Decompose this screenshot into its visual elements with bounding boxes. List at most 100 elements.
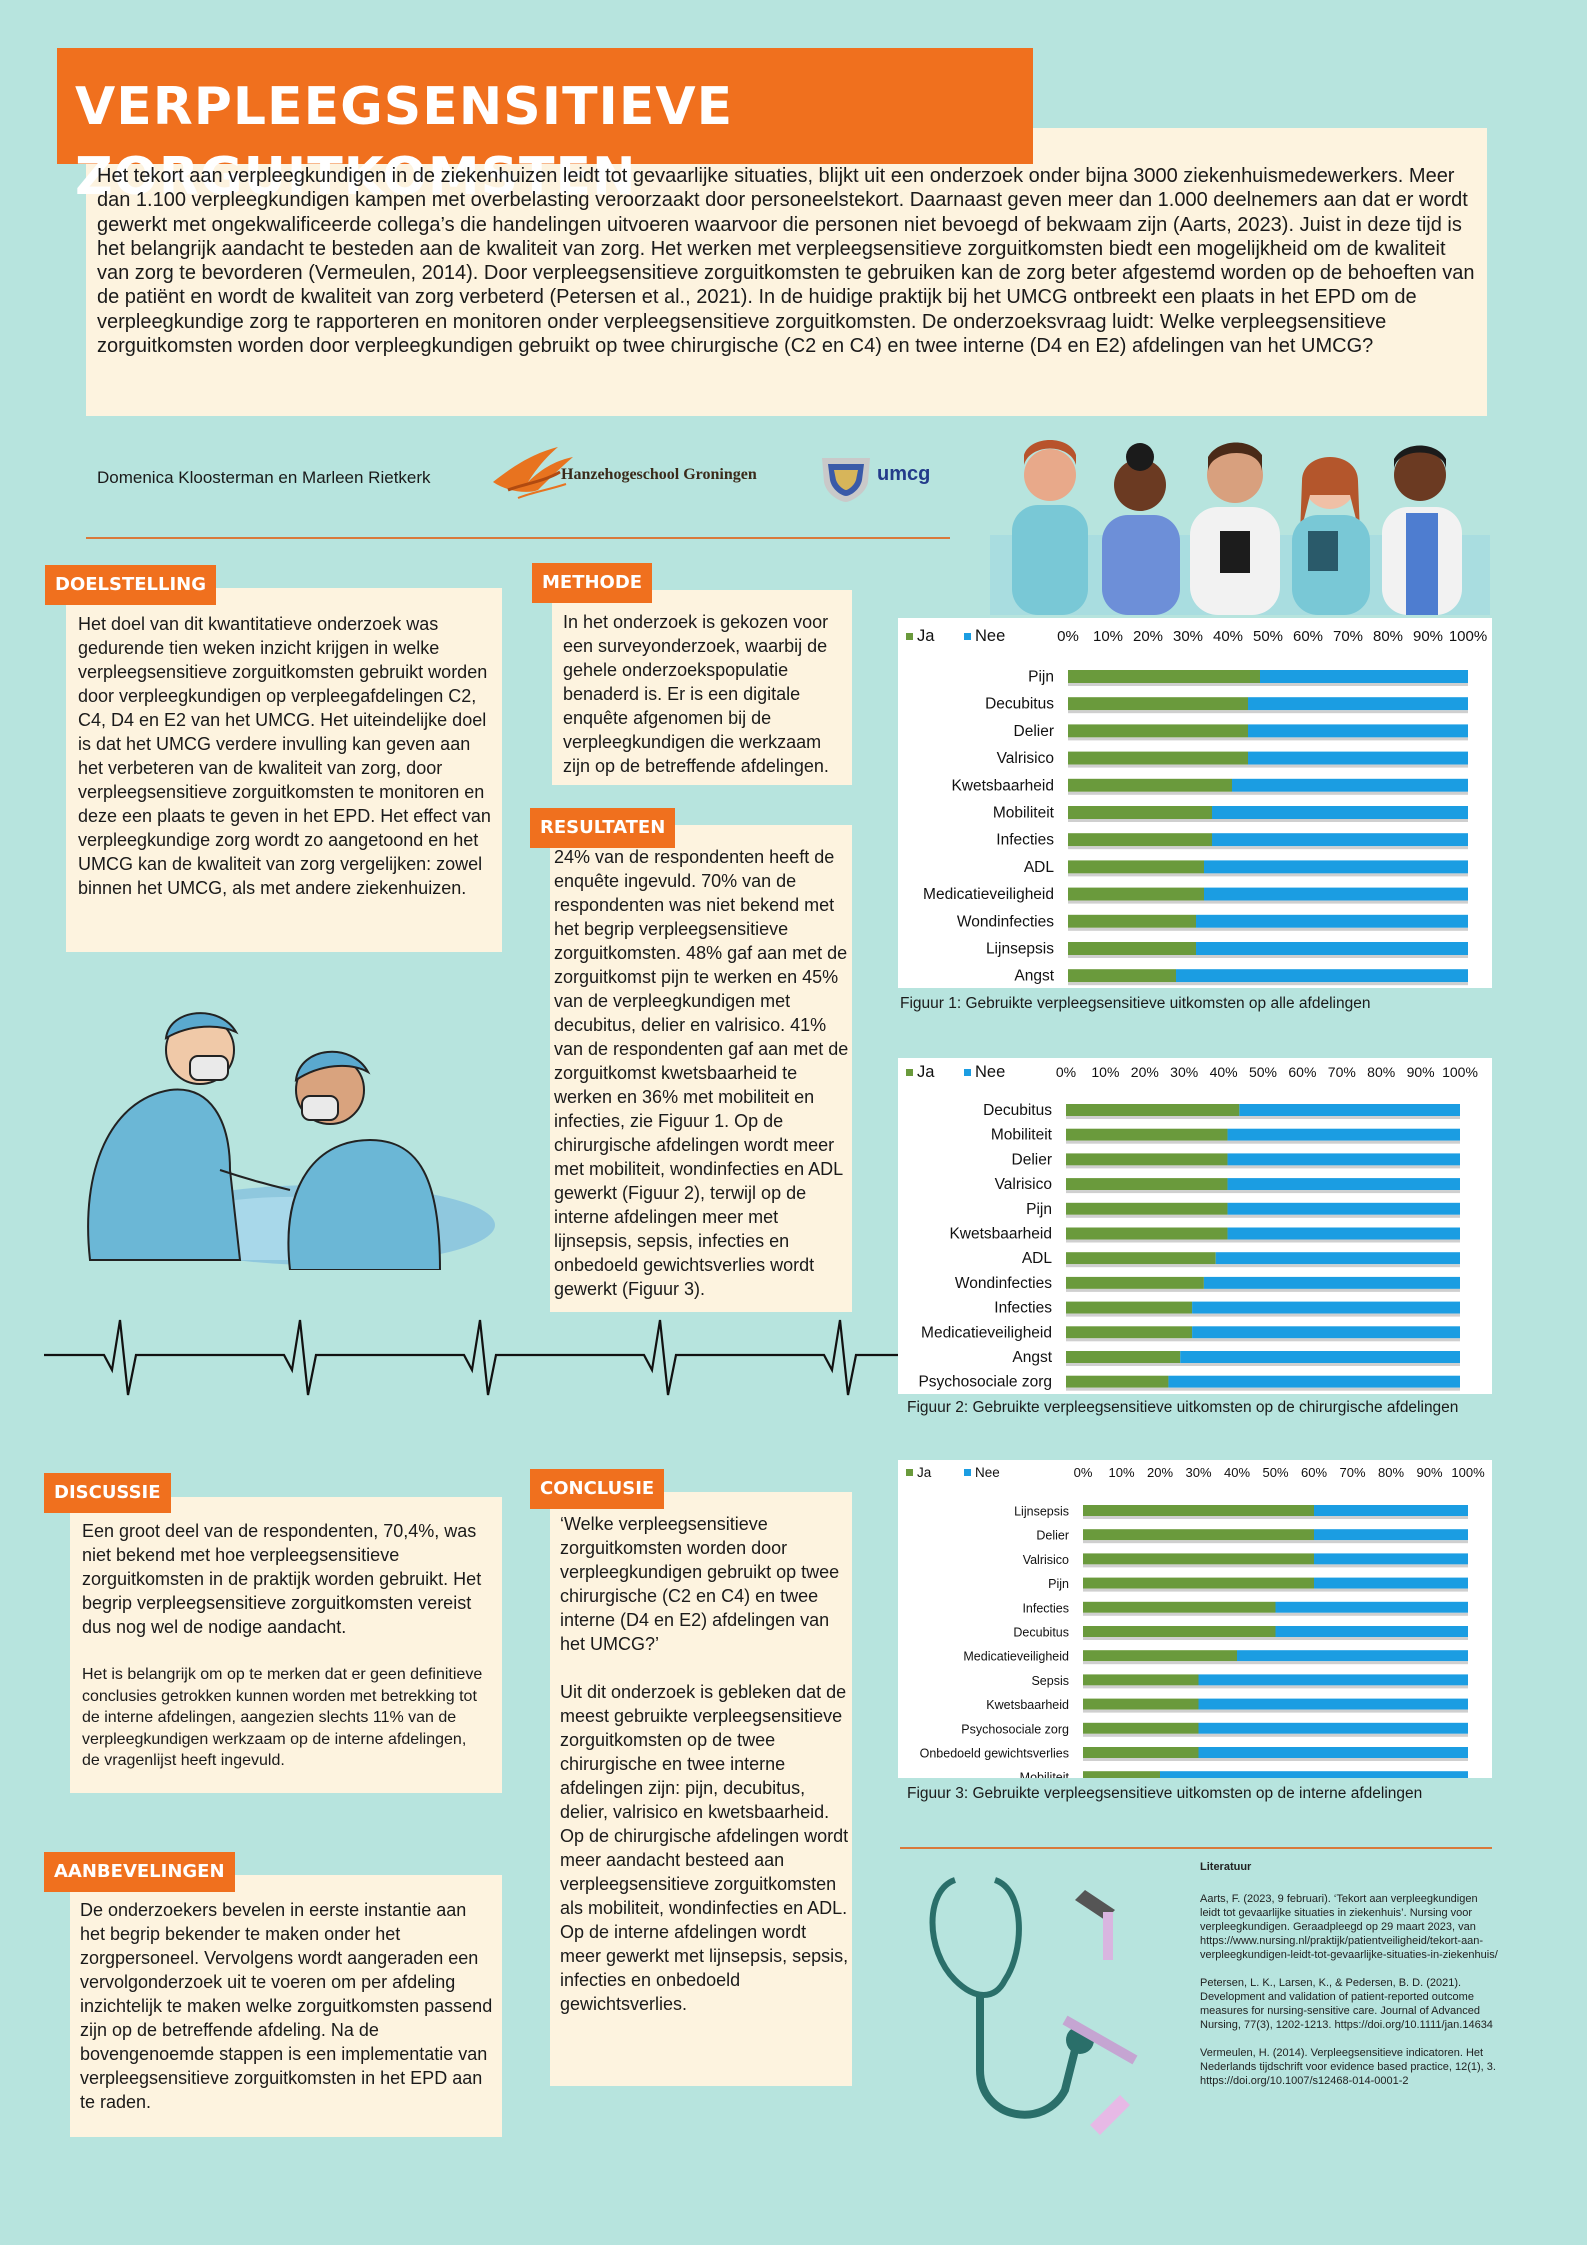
bar-ja: [1066, 1202, 1228, 1215]
bar-shadow: [1068, 710, 1468, 714]
bar-nee: [1160, 1771, 1468, 1783]
legend-label: Ja: [917, 1465, 932, 1480]
bar-ja: [1083, 1553, 1314, 1565]
category-label: Medicatieveiligheid: [963, 1650, 1069, 1664]
tick-label: 100%: [1442, 1064, 1478, 1080]
category-label: Onbedoeld gewichtsverlies: [920, 1747, 1069, 1761]
bar-nee: [1192, 1301, 1460, 1314]
heartbeat-line-icon: [44, 1319, 914, 1396]
bar-nee: [1198, 1722, 1468, 1734]
bar-nee: [1248, 724, 1468, 738]
category-label: Infecties: [1022, 1601, 1069, 1615]
bar-ja: [1066, 1252, 1216, 1265]
tick-label: 90%: [1407, 1064, 1435, 1080]
chart-1-caption: Figuur 1: Gebruikte verpleegsensitieve u…: [900, 995, 1371, 1012]
bar-shadow: [1083, 1564, 1468, 1568]
category-label: Delier: [1036, 1529, 1069, 1543]
bar-ja: [1066, 1128, 1228, 1141]
bar-ja: [1066, 1375, 1169, 1388]
category-label: Angst: [1014, 968, 1054, 985]
chart-3-caption: Figuur 3: Gebruikte verpleegsensitieve u…: [907, 1785, 1423, 1802]
doelstelling-heading: DOELSTELLING: [45, 565, 217, 605]
legend-swatch: [964, 633, 971, 640]
bar-shadow: [1068, 955, 1468, 958]
bar-ja: [1066, 1153, 1228, 1166]
bar-shadow: [1068, 982, 1468, 986]
tick-label: 50%: [1249, 1064, 1277, 1080]
bar-ja: [1083, 1722, 1199, 1734]
conclusie-box: [550, 1492, 852, 2086]
bar-ja: [1066, 1301, 1193, 1314]
bar-shadow: [1083, 1661, 1468, 1665]
bar-nee: [1239, 1104, 1460, 1116]
bar-nee: [1227, 1178, 1460, 1191]
bar-nee: [1314, 1577, 1468, 1589]
category-label: Angst: [1012, 1349, 1052, 1366]
category-label: Infecties: [994, 1300, 1052, 1317]
category-label: Kwetsbaarheid: [951, 777, 1054, 794]
bar-ja: [1083, 1650, 1237, 1662]
aanbevelingen-box: [70, 1875, 502, 2137]
chart-3-panel: Ja Nee 0% 10% 20% 30% 40% 50% 60% 70% 80% 90% 100% Li…: [898, 1460, 1492, 1786]
literatuur-title: Literatuur: [1200, 1861, 1252, 1873]
bar-nee: [1192, 1326, 1460, 1339]
bar-nee: [1248, 697, 1468, 711]
tick-label: 10%: [1108, 1465, 1134, 1480]
bar-nee: [1180, 1351, 1460, 1363]
tick-label: 40%: [1224, 1465, 1250, 1480]
category-label: Pijn: [1048, 1577, 1069, 1591]
bar-nee: [1227, 1202, 1460, 1215]
tick-label: 0%: [1056, 1064, 1076, 1080]
bar-nee: [1227, 1128, 1460, 1141]
bar-shadow: [1066, 1288, 1460, 1292]
tick-label: 20%: [1133, 628, 1163, 645]
legend-swatch: [906, 1069, 913, 1076]
bar-nee: [1314, 1529, 1468, 1541]
bar-nee: [1196, 942, 1468, 955]
bar-ja: [1083, 1698, 1199, 1710]
conclusie-heading: CONCLUSIE: [530, 1469, 665, 1509]
bar-ja: [1068, 860, 1204, 874]
intro-text: Het tekort aan verpleegkundigen in de zi…: [97, 165, 1475, 358]
tick-label: 30%: [1173, 628, 1203, 645]
resultaten-box: [550, 825, 852, 1312]
bar-shadow: [1068, 900, 1468, 904]
methode-text: In het onderzoek is gekozen voor een sur…: [563, 612, 829, 776]
tick-label: 20%: [1131, 1064, 1159, 1080]
category-label: Decubitus: [985, 696, 1054, 713]
title-banner-front: [57, 48, 1033, 164]
bar-nee: [1198, 1698, 1468, 1710]
discussie-text-1: Een groot deel van de respondenten, 70,4…: [82, 1521, 482, 1637]
authors: Domenica Kloosterman en Marleen Rietkerk: [97, 468, 431, 487]
bar-nee: [1227, 1227, 1460, 1240]
umcg-logo-icon: [822, 458, 870, 502]
tick-label: 60%: [1293, 628, 1323, 645]
bar-shadow: [1066, 1363, 1460, 1366]
category-label: Mobiliteit: [993, 805, 1055, 822]
chart-2: Ja Nee 0% 10% 20% 30% 40% 50% 60% 70% 80% 90% 100% De…: [906, 1063, 1478, 1391]
bar-shadow: [1068, 819, 1468, 822]
category-label: Sepsis: [1031, 1674, 1069, 1688]
legend-label: Nee: [975, 627, 1005, 645]
methode-heading: METHODE: [532, 563, 653, 603]
bar-nee: [1227, 1153, 1460, 1166]
tick-label: 60%: [1301, 1465, 1327, 1480]
bar-shadow: [1066, 1387, 1460, 1391]
bar-nee: [1212, 833, 1468, 847]
bar-nee: [1176, 969, 1468, 983]
tick-label: 80%: [1378, 1465, 1404, 1480]
stethoscope-illustration-icon: [929, 1877, 1138, 2135]
bar-shadow: [1066, 1116, 1460, 1119]
divider-line: [86, 537, 950, 539]
bar-ja: [1066, 1104, 1240, 1116]
legend-label: Nee: [975, 1063, 1005, 1081]
resultaten-text: 24% van de respondenten heeft de enquête…: [554, 847, 849, 1299]
bar-ja: [1066, 1178, 1228, 1191]
legend-swatch: [964, 1069, 971, 1076]
category-label: Valrisico: [995, 1176, 1052, 1193]
literatuur-ref: Aarts, F. (2023, 9 februari). ‘Tekort aa…: [1200, 1893, 1498, 1961]
bar-shadow: [1083, 1685, 1468, 1689]
tick-label: 60%: [1288, 1064, 1316, 1080]
discussie-heading: DISCUSSIE: [44, 1473, 171, 1513]
tick-label: 10%: [1091, 1064, 1119, 1080]
